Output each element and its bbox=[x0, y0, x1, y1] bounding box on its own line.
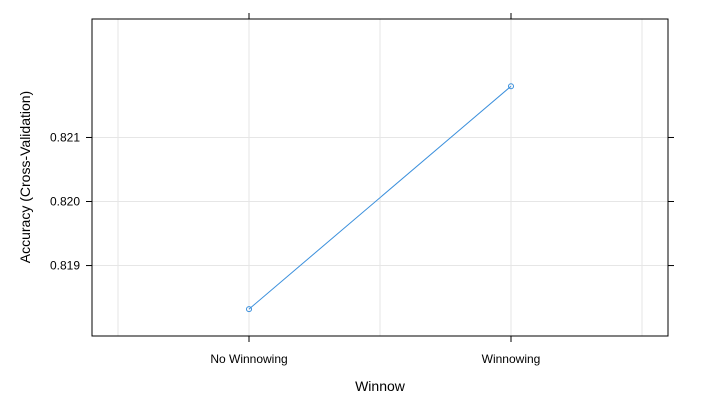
x-tick-label: No Winnowing bbox=[210, 352, 287, 366]
grid bbox=[92, 19, 668, 336]
y-axis-title: Accuracy (Cross-Validation) bbox=[17, 91, 33, 263]
ticks bbox=[86, 13, 674, 342]
series bbox=[246, 83, 514, 313]
y-tick-label: 0.820 bbox=[50, 195, 80, 209]
x-tick-label: Winnowing bbox=[482, 352, 541, 366]
y-tick-label: 0.819 bbox=[50, 259, 80, 273]
y-tick-label: 0.821 bbox=[50, 130, 80, 144]
data-point bbox=[508, 83, 514, 90]
series-line bbox=[248, 85, 512, 310]
x-axis-title: Winnow bbox=[355, 378, 406, 394]
tick-labels: No Winnowing Winnowing 0.819 0.820 0.821 bbox=[50, 130, 540, 366]
data-point bbox=[246, 306, 252, 313]
plot-frame bbox=[91, 18, 669, 337]
